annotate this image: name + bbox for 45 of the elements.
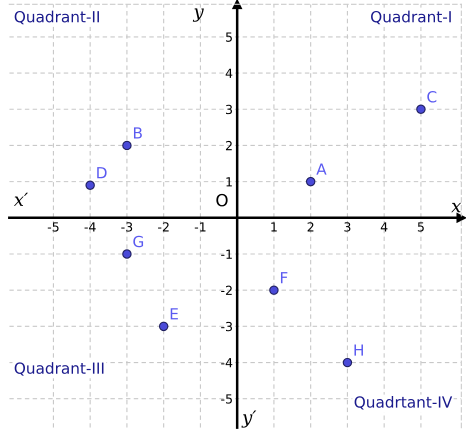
annotation: C	[427, 90, 436, 103]
point	[342, 358, 352, 368]
x-axis-title: x	[451, 202, 462, 212]
y-tick-label: -2	[221, 286, 232, 295]
x-tick-label: 4	[380, 222, 388, 232]
x-tick-label: -4	[84, 222, 96, 232]
x-tick-label: -3	[121, 222, 132, 232]
y-tick-label: 1	[226, 177, 232, 186]
x-tick-label: 2	[308, 222, 314, 232]
annotation: Quadrant-I	[371, 10, 451, 24]
point	[85, 180, 95, 190]
point	[306, 176, 316, 186]
point	[122, 249, 132, 259]
y-tick-label: -1	[221, 250, 232, 259]
x-tick-label: 1	[271, 222, 277, 232]
x-tick-label: -1	[194, 222, 206, 232]
x-tick-label: 5	[418, 222, 424, 232]
point	[122, 140, 132, 150]
annotation: B	[134, 127, 142, 138]
annotation: F	[280, 272, 288, 284]
y-axis-title: y	[192, 8, 204, 22]
y-tick-label: 3	[226, 104, 232, 114]
x-tick-label: -5	[48, 222, 59, 232]
x-tick-label: -2	[158, 222, 169, 232]
y-tick-label: 2	[226, 140, 232, 150]
point	[416, 104, 426, 114]
y-tick-label: -3	[221, 322, 232, 332]
point	[158, 322, 168, 332]
annotation: Quadrtant-IV	[354, 396, 452, 410]
annotation: H	[354, 344, 363, 356]
annotation: Quadrant-III	[14, 362, 104, 376]
annotation: A	[316, 164, 327, 175]
annotation: y′	[241, 410, 256, 428]
y-tick-label: -5	[221, 394, 232, 404]
annotation: D	[97, 167, 107, 178]
annotation: x′	[14, 192, 28, 206]
annotation: Quadrant-II	[14, 10, 99, 24]
y-tick-label: 4	[226, 68, 232, 78]
y-tick-label: -4	[221, 358, 232, 368]
annotation: E	[170, 308, 178, 320]
x-tick-label: 3	[344, 222, 350, 232]
annotation: G	[133, 236, 144, 248]
y-tick-label: 5	[226, 32, 232, 42]
annotation: O	[216, 194, 228, 206]
point	[269, 285, 279, 295]
